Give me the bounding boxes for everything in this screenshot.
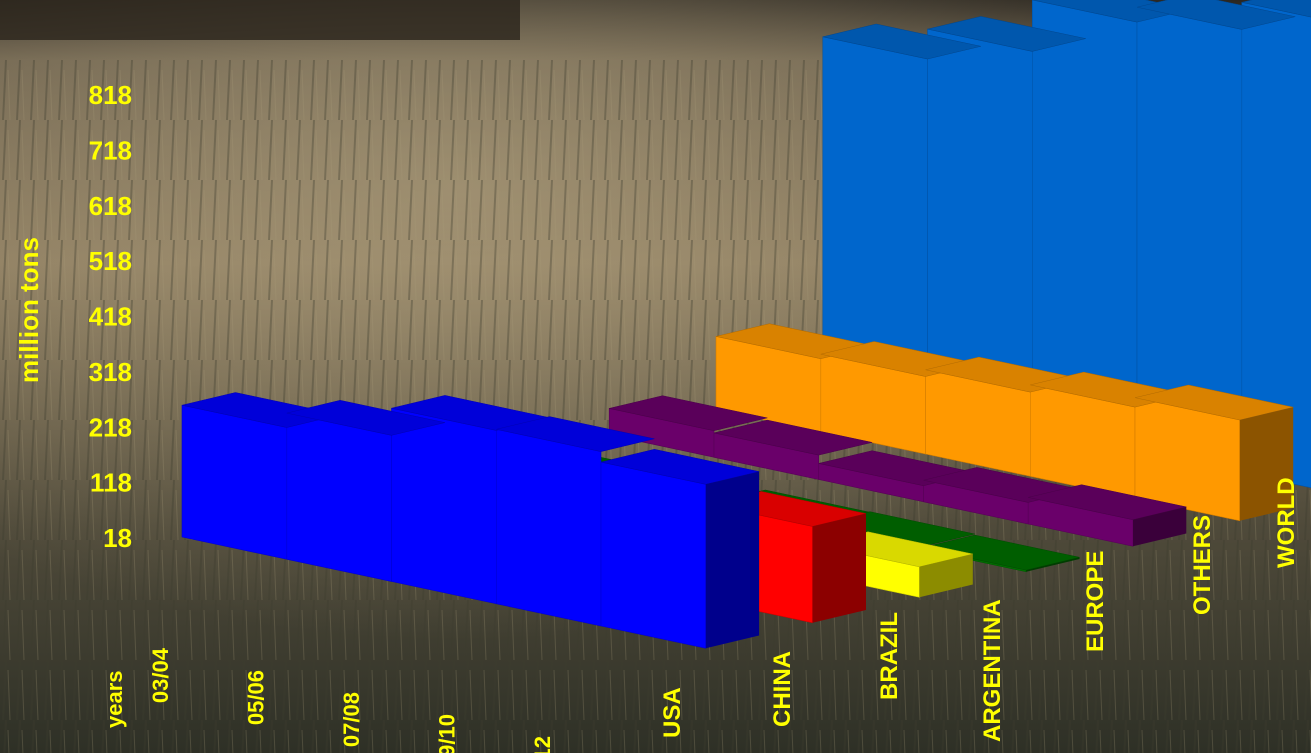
series-label-europe: EUROPE [1082,551,1109,652]
bar-side-brazil [919,554,973,598]
series-label-world: WORLD [1273,477,1300,568]
bar-usa-05-06 [286,412,392,582]
y-tick-label: 718 [89,135,132,165]
bar-top-usa-05-06 [286,400,445,436]
x-tick-label-07-08: 07/08 [339,692,364,747]
x-tick-labels: 03/04 05/06 07/08 09/10 11/12 [148,647,555,753]
bar-side-argentina [1026,557,1080,572]
series-others [715,323,1294,522]
x-tick-label-05-06: 05/06 [244,670,269,725]
y-tick-label: 18 [103,523,132,553]
y-tick-label: 218 [89,412,132,442]
series-label-argentina: ARGENTINA [979,599,1006,742]
bar-usa-09-10 [495,428,602,627]
bar-top-europe-03-04 [609,395,768,431]
series-label-brazil: BRAZIL [876,612,903,700]
bar-usa-03-04 [181,404,288,560]
y-tick-label: 618 [89,191,132,221]
x-tick-label-09-10: 09/10 [435,714,460,753]
bar-side-europe [1133,506,1187,547]
series-world [822,0,1311,489]
series-label-usa: USA [659,687,686,738]
y-axis-title: million tons [14,237,44,383]
bar-side-others [1239,407,1294,521]
bar-usa-07-08 [391,407,497,605]
bars-layer [181,0,1311,649]
series-labels: USA CHINA BRAZIL ARGENTINA EUROPE OTHERS WORLD [659,477,1300,742]
series-label-china: CHINA [769,651,796,727]
y-tick-label: 418 [89,302,132,332]
x-tick-label-11-12: 11/12 [530,736,555,753]
series-usa [181,392,760,649]
x-tick-label-03-04: 03/04 [148,647,173,703]
x-axis: years 03/04 05/06 07/08 09/10 11/12 [102,647,555,753]
bar-side-china [812,513,866,623]
bar-top-world-03-04 [822,23,981,60]
y-axis: million tons 818 718 618 518 418 318 218 118 18 [14,80,132,553]
bar-side-usa [705,471,760,649]
y-tick-labels: 818 718 618 518 418 318 218 118 18 [89,80,132,553]
series-europe [608,395,1187,547]
y-tick-label: 818 [89,80,132,110]
series-label-others: OTHERS [1189,515,1216,615]
bar-top-world-05-06 [927,16,1086,52]
bar-top-usa-09-10 [496,416,655,452]
y-tick-label: 118 [90,468,132,498]
bar-top-world-11-12 [1241,0,1311,18]
bar-usa-11-12 [600,461,707,649]
bar-top-world-09-10 [1136,0,1296,30]
y-tick-label: 318 [89,357,132,387]
y-tick-label: 518 [89,246,132,276]
x-axis-title: years [102,670,127,728]
bar-world-11-12 [1241,1,1311,489]
bar-top-europe-05-06 [713,419,873,456]
